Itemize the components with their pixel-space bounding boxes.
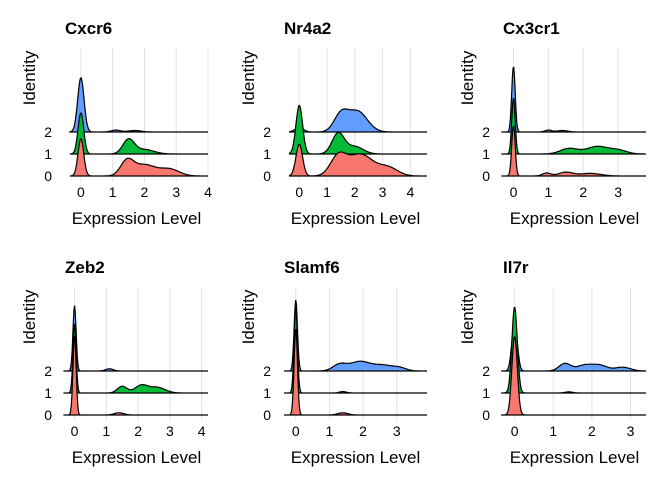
- identity-tick-label: 2: [482, 124, 490, 140]
- identity-tick-label: 0: [263, 168, 271, 184]
- panel-title: Cxcr6: [65, 19, 112, 38]
- x-tick-label: 1: [544, 184, 552, 200]
- x-tick-label: 1: [102, 423, 110, 439]
- ridge-nr4a2-identity-1: [289, 104, 427, 155]
- ridge-il7r-identity-1: [501, 306, 646, 394]
- identity-tick-label: 1: [263, 385, 271, 401]
- panel-title: Nr4a2: [284, 19, 331, 38]
- ridge-panel-cxcr6: 2 1 0 0 1 2 3 4 Cxcr6 Expression Level Identity: [20, 19, 212, 228]
- x-tick-label: 2: [588, 423, 596, 439]
- ridge-cx3cr1-identity-2: [501, 66, 646, 133]
- identity-tick-label: 0: [482, 168, 490, 184]
- x-tick-label: 2: [134, 423, 142, 439]
- x-tick-label: 2: [351, 184, 359, 200]
- x-axis-label: Expression Level: [510, 209, 639, 228]
- y-axis-label: Identity: [239, 289, 258, 344]
- identity-tick-label: 2: [263, 363, 271, 379]
- x-tick-label: 3: [393, 423, 401, 439]
- identity-tick-label: 1: [44, 385, 52, 401]
- identity-tick-label: 0: [44, 168, 52, 184]
- ridge-zeb2-identity-0: [63, 336, 208, 416]
- x-tick-label: 0: [511, 423, 519, 439]
- ridge-slamf6-identity-1: [284, 307, 427, 394]
- identity-tick-label: 1: [44, 146, 52, 162]
- ridge-cx3cr1-identity-1: [501, 97, 646, 155]
- x-tick-label: 1: [549, 423, 557, 439]
- identity-tick-label: 2: [263, 124, 271, 140]
- ridge-nr4a2-identity-0: [289, 143, 427, 177]
- identity-tick-label: 2: [44, 363, 52, 379]
- ridge-cx3cr1-identity-0: [501, 125, 646, 177]
- x-tick-label: 0: [292, 423, 300, 439]
- identity-tick-label: 2: [44, 124, 52, 140]
- ridge-cxcr6-identity-1: [69, 112, 208, 155]
- x-tick-label: 4: [204, 184, 212, 200]
- x-axis-label: Expression Level: [72, 209, 201, 228]
- x-tick-label: 3: [627, 423, 635, 439]
- ridge-panel-slamf6: 2 1 0 0 1 2 3 Slamf6 Expression Level Identity: [239, 258, 427, 467]
- identity-tick-label: 1: [482, 385, 490, 401]
- y-axis-label: Identity: [20, 289, 39, 344]
- x-tick-label: 2: [359, 423, 367, 439]
- x-tick-label: 0: [295, 184, 303, 200]
- x-axis-label: Expression Level: [510, 448, 639, 467]
- x-tick-label: 4: [198, 423, 206, 439]
- panel-title: Zeb2: [65, 258, 105, 277]
- y-axis-label: Identity: [20, 50, 39, 105]
- ridge-zeb2-identity-2: [63, 305, 208, 372]
- x-tick-label: 3: [379, 184, 387, 200]
- ridge-il7r-identity-2: [501, 322, 647, 372]
- ridge-il7r-identity-0: [501, 336, 646, 416]
- x-axis-label: Expression Level: [291, 448, 420, 467]
- x-tick-label: 2: [579, 184, 587, 200]
- identity-tick-label: 0: [263, 407, 271, 423]
- identity-tick-label: 0: [482, 407, 490, 423]
- x-tick-label: 3: [172, 184, 180, 200]
- y-axis-label: Identity: [458, 289, 477, 344]
- x-axis-label: Expression Level: [72, 448, 201, 467]
- y-axis-label: Identity: [239, 50, 258, 105]
- x-tick-label: 2: [141, 184, 149, 200]
- ridge-nr4a2-identity-2: [289, 108, 427, 133]
- x-tick-label: 1: [323, 184, 331, 200]
- x-tick-label: 0: [71, 423, 79, 439]
- panel-title: Il7r: [503, 258, 529, 277]
- x-tick-label: 0: [510, 184, 518, 200]
- x-tick-label: 4: [406, 184, 414, 200]
- identity-tick-label: 1: [263, 146, 271, 162]
- identity-tick-label: 0: [44, 407, 52, 423]
- identity-tick-label: 1: [482, 146, 490, 162]
- ridge-panel-zeb2: 2 1 0 0 1 2 3 4 Zeb2 Expression Level Identity: [20, 258, 208, 467]
- ridge-slamf6-identity-0: [284, 329, 427, 416]
- ridge-zeb2-identity-1: [63, 323, 208, 394]
- ridge-cxcr6-identity-2: [69, 77, 208, 133]
- y-axis-label: Identity: [458, 50, 477, 105]
- panel-title: Cx3cr1: [503, 19, 560, 38]
- ridge-cxcr6-identity-0: [69, 137, 208, 177]
- panel-title: Slamf6: [284, 258, 340, 277]
- x-tick-label: 3: [614, 184, 622, 200]
- x-tick-label: 1: [109, 184, 117, 200]
- ridge-slamf6-identity-2: [284, 299, 427, 372]
- ridge-panel-cx3cr1: 2 1 0 0 1 2 3 Cx3cr1 Expression Level Identity: [458, 19, 646, 228]
- ridge-panel-nr4a2: 2 1 0 0 1 2 3 4 Nr4a2 Expression Level Identity: [239, 19, 427, 228]
- x-tick-label: 3: [166, 423, 174, 439]
- x-tick-label: 1: [326, 423, 334, 439]
- x-tick-label: 0: [77, 184, 85, 200]
- identity-tick-label: 2: [482, 363, 490, 379]
- ridge-panel-il7r: 2 1 0 0 1 2 3 Il7r Expression Level Identity: [458, 258, 647, 467]
- x-axis-label: Expression Level: [291, 209, 420, 228]
